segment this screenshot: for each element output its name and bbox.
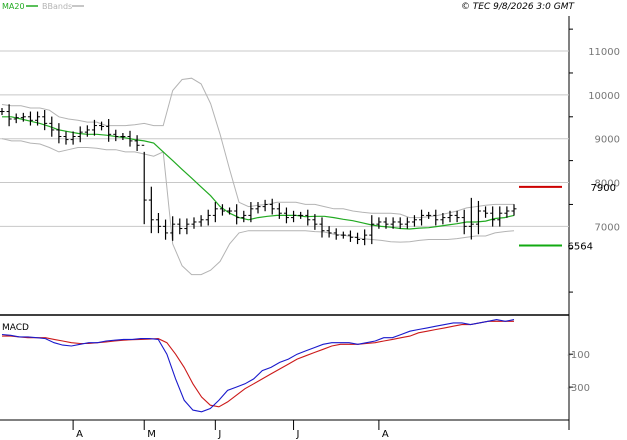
price-bar [163,219,169,240]
x-tick-label-0: A [76,429,83,440]
price-bar [248,202,254,223]
price-bar [390,217,396,229]
price-bar [333,228,339,240]
price-bar [219,204,225,216]
macd-title: MACD [2,323,29,333]
price-bar [99,121,105,131]
price-bar [411,215,417,227]
price-bar [56,123,62,144]
price-bar [283,207,289,224]
price-bar [269,198,275,215]
price-bar [347,230,353,242]
price-bar [326,226,332,238]
price-bar [141,144,147,225]
copyright-notice: © TEC 9/8/2026 3:0 GMT [461,2,576,12]
price-bar [42,110,48,131]
price-bar [170,216,176,241]
price-bar [134,135,140,151]
price-bar [461,209,467,235]
price-bar [35,111,41,126]
price-bar [91,119,97,136]
price-bar [70,131,76,145]
price-bar [369,215,375,245]
legend-label-0: MA20 [2,2,25,11]
price-bar [490,206,496,227]
price-bar [355,232,361,245]
price-bar [113,129,119,142]
x-tick-label-4: A [382,429,389,440]
price-bar [77,126,83,143]
price-bar [255,202,261,214]
price-bar [483,206,489,218]
price-bar [241,210,247,223]
bband-lower-line [1,138,515,276]
macd-tick-label-1: -300 [567,383,590,394]
macd-tick-label-0: -100 [567,350,590,361]
price-bars [0,104,517,246]
support-level-label: 6564 [568,241,593,252]
price-bar [383,217,389,229]
price-bar [376,217,382,229]
price-bar [262,199,268,212]
price-bar [340,231,346,239]
price-bar [305,209,311,226]
price-bar [426,211,432,219]
x-tick-label-3: J [296,429,300,440]
price-tick-label-1: 8000 [595,179,620,190]
price-bar [497,206,503,227]
price-bar [511,204,517,216]
price-bar [227,207,233,215]
price-bar [468,197,474,240]
price-bar [212,202,218,223]
price-bar [397,217,403,229]
price-tick-label-2: 9000 [595,135,620,146]
price-bar [20,112,26,122]
price-bar [84,125,90,137]
price-bar [106,118,112,142]
price-bar [184,218,190,235]
price-bar [191,217,197,229]
price-bar [148,186,154,234]
price-bar [63,131,69,145]
price-bar [419,209,425,226]
price-bar [49,116,55,137]
price-bar [120,133,126,141]
price-bar [447,210,453,223]
price-bar [454,210,460,223]
price-bar [234,204,240,225]
price-bar [198,215,204,227]
price-bar [13,113,19,124]
price-bar [440,212,446,225]
price-bar [298,211,304,219]
price-bar [27,111,33,126]
price-tick-label-3: 10000 [588,91,620,102]
price-bar [155,212,161,234]
price-bar [433,209,439,226]
price-bar [475,200,481,235]
resistance-level-label: 7900 [591,183,616,194]
price-bar [319,217,325,238]
price-bar [177,218,183,235]
price-bar [276,203,282,219]
price-bar [504,206,510,218]
macd-line [1,319,515,413]
price-bar [312,214,318,230]
macd-signal-line [2,320,514,408]
price-bar [362,229,368,246]
legend-label-1: BBands [42,2,72,11]
price-bar [291,210,297,223]
price-bar [127,130,133,147]
price-bar [205,209,211,226]
price-pane [0,16,569,314]
x-tick-label-2: J [217,429,221,440]
price-bar [404,217,410,229]
price-bar [6,104,12,127]
x-tick-label-1: M [147,429,156,440]
price-tick-label-4: 11000 [588,47,620,58]
price-tick-label-0: 7000 [595,222,620,233]
price-bar [0,108,5,116]
